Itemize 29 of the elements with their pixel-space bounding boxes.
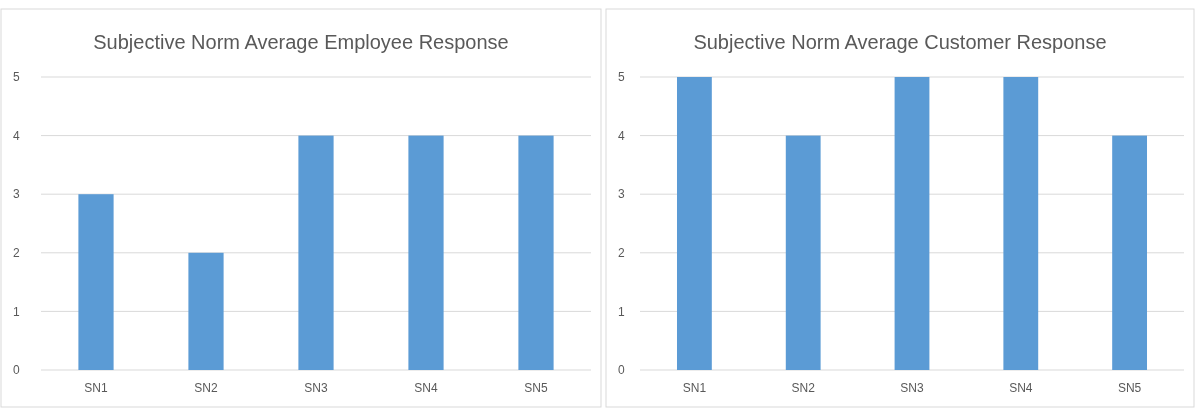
- bar: [518, 135, 554, 370]
- y-tick-label: 1: [618, 304, 625, 319]
- x-tick-label: SN1: [682, 381, 707, 395]
- y-tick-label: 3: [13, 187, 20, 202]
- y-tick-label: 4: [13, 128, 20, 143]
- y-tick-label: 5: [13, 70, 20, 85]
- x-tick-label: SN2: [791, 381, 816, 395]
- x-tick-label: SN5: [524, 381, 548, 395]
- x-tick-label: SN2: [194, 381, 218, 395]
- y-tick-label: 0: [618, 363, 625, 378]
- chart-title: Subjective Norm Average Customer Response: [693, 31, 1107, 53]
- y-tick-label: 3: [618, 187, 625, 202]
- x-tick-label: SN3: [304, 381, 328, 395]
- y-tick-label: 5: [618, 70, 625, 85]
- y-tick-label: 1: [13, 304, 20, 319]
- bar: [408, 135, 444, 370]
- bar: [188, 252, 224, 370]
- y-tick-label: 4: [618, 128, 625, 143]
- y-tick-label: 2: [13, 246, 20, 260]
- x-tick-label: SN4: [1009, 381, 1033, 395]
- x-tick-label: SN4: [414, 381, 438, 395]
- bar: [78, 194, 114, 370]
- x-tick-label: SN5: [1117, 381, 1142, 395]
- x-tick-label: SN3: [900, 381, 924, 395]
- x-tick-label: SN1: [84, 381, 108, 395]
- y-tick-label: 2: [618, 246, 625, 260]
- bar: [298, 135, 334, 370]
- y-tick-label: 0: [13, 363, 20, 378]
- chart-title: Subjective Norm Average Employee Response: [93, 31, 509, 53]
